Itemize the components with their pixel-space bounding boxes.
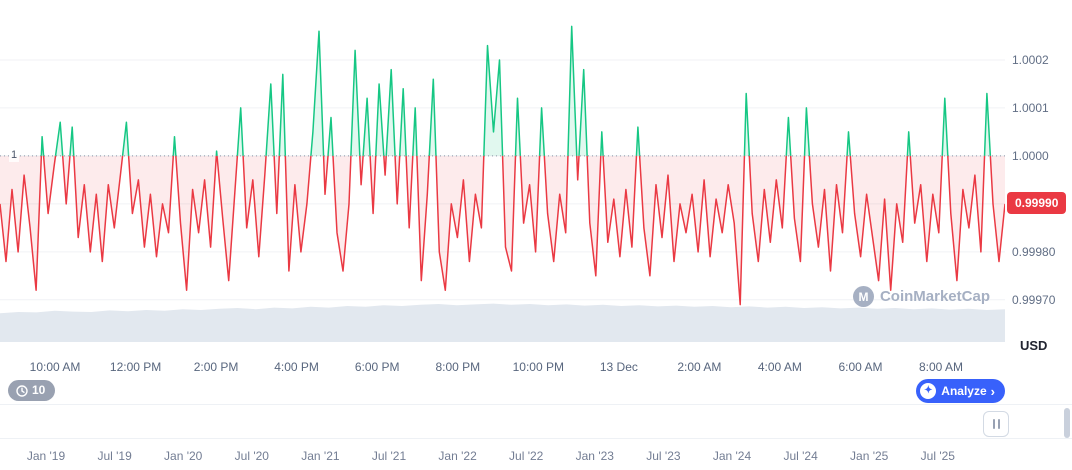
- time-tick-label: 2:00 PM: [193, 360, 239, 374]
- price-fill-below: [0, 155, 1005, 305]
- range-tick-label: Jan '19: [26, 449, 66, 463]
- price-tick-label: 1.0000: [1012, 149, 1049, 163]
- handle-grip-icon: [992, 419, 995, 429]
- time-tick-label: 10:00 AM: [29, 360, 81, 374]
- price-tick-label: 0.99970: [1012, 293, 1056, 307]
- price-tick-label: 1.0002: [1012, 53, 1049, 67]
- handle-grip-icon: [997, 419, 1000, 429]
- range-tick-label: Jan '24: [712, 449, 752, 463]
- price-tick-label: 1.0001: [1012, 101, 1049, 115]
- range-tick-label: Jul '19: [97, 449, 132, 463]
- price-chart[interactable]: [0, 0, 1005, 355]
- chevron-right-icon: ›: [990, 383, 995, 399]
- time-tick-label: 12:00 PM: [109, 360, 162, 374]
- time-tick-label: 4:00 PM: [274, 360, 319, 374]
- range-tick-label: Jan '22: [438, 449, 477, 463]
- history-count: 10: [32, 383, 46, 397]
- divider: [0, 404, 1072, 405]
- price-line-green: [40, 25, 992, 156]
- range-tick-label: Jan '25: [850, 449, 889, 463]
- time-tick-label: 10:00 PM: [512, 360, 564, 374]
- price-axis[interactable]: 1.0002 1.0001 1.0000 0.99990 0.99980 0.9…: [1005, 0, 1072, 355]
- range-scrubber[interactable]: [0, 405, 1072, 438]
- range-tick-label: Jan '23: [575, 449, 614, 463]
- range-axis: Jan '19 Jul '19 Jan '20 Jul '20 Jan '21 Jul '…: [0, 446, 1005, 466]
- range-tick-label: Jul '23: [646, 449, 681, 463]
- time-tick-label: 4:00 AM: [757, 360, 802, 374]
- range-tick-label: Jul '22: [509, 449, 544, 463]
- sparkle-icon: ✦: [920, 383, 937, 399]
- time-tick-label: 8:00 PM: [435, 360, 481, 374]
- range-tick-label: Jan '21: [301, 449, 340, 463]
- currency-label: USD: [1020, 338, 1048, 353]
- time-tick-label: 6:00 PM: [354, 360, 400, 374]
- divider: [0, 438, 1072, 439]
- time-tick-label: 13 Dec: [599, 360, 638, 374]
- range-tick-label: Jul '24: [783, 449, 818, 463]
- price-line-red: [0, 155, 1005, 306]
- time-tick-label: 6:00 AM: [838, 360, 883, 374]
- range-handle-button[interactable]: [983, 411, 1009, 437]
- baseline-label: 1: [9, 148, 20, 162]
- range-tick-label: Jan '20: [164, 449, 203, 463]
- time-tick-label: 2:00 AM: [677, 360, 722, 374]
- clock-icon: [16, 384, 28, 397]
- current-price-badge: 0.99990: [1007, 192, 1067, 214]
- coinmarketcap-logo-icon: M: [852, 286, 874, 307]
- range-tick-label: Jul '20: [234, 449, 269, 463]
- volume-area: [0, 303, 1005, 342]
- range-tick-label: Jul '21: [371, 449, 407, 463]
- history-badge[interactable]: 10: [8, 380, 56, 401]
- time-axis[interactable]: 10:00 AM 12:00 PM 2:00 PM 4:00 PM 6:00 PM 8:0…: [0, 356, 1005, 378]
- watermark-text: CoinMarketCap: [879, 288, 990, 305]
- analyze-label: Analyze: [941, 383, 987, 398]
- watermark: M CoinMarketCap: [852, 286, 990, 307]
- analyze-button[interactable]: ✦ Analyze ›: [916, 379, 1005, 403]
- price-tick-label: 0.99980: [1012, 245, 1056, 259]
- range-tick-label: Jul '25: [920, 449, 955, 463]
- time-tick-label: 8:00 AM: [918, 360, 964, 374]
- scrollbar-thumb[interactable]: [1064, 408, 1070, 438]
